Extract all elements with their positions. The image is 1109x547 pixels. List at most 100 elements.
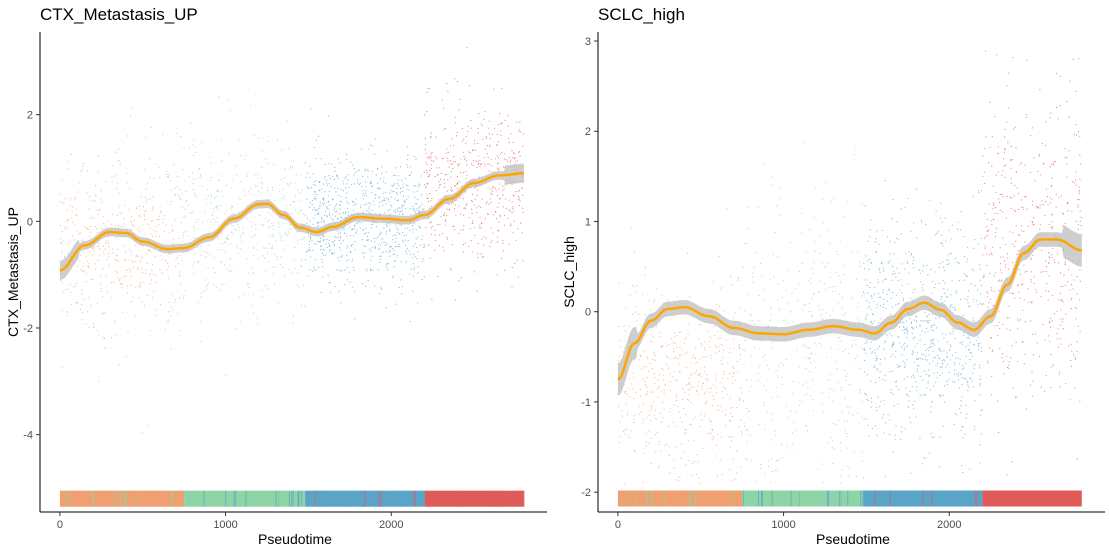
data-point — [326, 179, 328, 181]
data-point — [290, 204, 292, 206]
color-bar-stripe — [844, 490, 846, 507]
data-point — [192, 143, 194, 145]
data-point — [1069, 399, 1071, 401]
data-point — [732, 479, 734, 481]
data-point — [139, 260, 141, 262]
data-point — [933, 344, 936, 346]
data-point — [105, 180, 107, 182]
data-point — [1008, 305, 1010, 307]
data-point — [1020, 283, 1023, 286]
data-point — [1026, 208, 1028, 210]
data-point — [280, 237, 282, 239]
data-point — [405, 234, 407, 236]
data-point — [991, 223, 993, 225]
data-point — [61, 281, 64, 283]
data-point — [818, 290, 820, 292]
data-point — [930, 432, 932, 435]
data-point — [221, 249, 223, 251]
y-axis-label: CTX_Metastasis_UP — [5, 207, 21, 337]
data-point — [500, 134, 502, 136]
data-point — [258, 214, 260, 216]
data-point — [750, 320, 752, 322]
data-point — [884, 340, 887, 342]
data-point — [191, 178, 194, 180]
data-point — [934, 382, 936, 384]
data-point — [919, 272, 921, 274]
color-bar-stripe — [756, 490, 758, 507]
data-point — [357, 221, 359, 223]
data-point — [942, 394, 944, 396]
data-point — [729, 347, 731, 349]
data-point — [946, 264, 948, 266]
data-point — [945, 240, 947, 242]
data-point — [339, 208, 341, 210]
color-bar-stripe — [805, 490, 807, 507]
data-point — [71, 206, 73, 208]
data-point — [481, 238, 483, 240]
data-point — [1008, 361, 1010, 363]
color-bar-stripe — [1015, 490, 1017, 507]
data-point — [497, 157, 499, 159]
data-point — [922, 289, 924, 291]
data-point — [272, 228, 275, 231]
data-point — [384, 212, 386, 214]
data-point — [460, 229, 462, 231]
data-point — [458, 163, 460, 165]
data-point — [932, 342, 934, 345]
data-point — [778, 366, 780, 368]
data-point — [362, 198, 365, 200]
data-point — [916, 343, 918, 345]
data-point — [172, 229, 174, 231]
data-point — [725, 415, 727, 417]
data-point — [280, 256, 282, 258]
data-point — [411, 225, 414, 227]
color-bar-stripe — [324, 490, 326, 507]
data-point — [883, 348, 885, 350]
data-point — [66, 209, 68, 211]
data-point — [774, 232, 776, 234]
data-point — [867, 292, 869, 294]
data-point — [216, 208, 218, 210]
data-point — [414, 196, 416, 198]
data-point — [834, 290, 837, 293]
data-point — [920, 219, 922, 221]
data-point — [1079, 330, 1081, 332]
data-point — [318, 189, 320, 191]
data-point — [472, 149, 474, 151]
data-point — [941, 234, 943, 236]
color-bar-stripe — [365, 490, 367, 507]
color-bar-stripe — [761, 490, 763, 507]
color-bar-stripe — [896, 490, 898, 507]
color-bar-stripe — [1075, 490, 1077, 507]
data-point — [874, 320, 876, 322]
data-point — [392, 190, 394, 192]
data-point — [409, 174, 411, 176]
data-point — [954, 362, 956, 364]
data-point — [1076, 341, 1078, 343]
data-point — [97, 259, 99, 261]
data-point — [913, 289, 916, 291]
data-point — [689, 383, 691, 386]
data-point — [308, 243, 310, 246]
data-point — [920, 357, 922, 359]
data-point — [496, 163, 498, 165]
data-point — [378, 187, 380, 189]
data-point — [837, 348, 839, 350]
data-point — [718, 337, 720, 339]
data-point — [955, 351, 957, 353]
data-point — [750, 434, 752, 437]
data-point — [900, 431, 902, 433]
color-bar-stripe — [1051, 490, 1053, 507]
data-point — [205, 202, 207, 204]
data-point — [941, 366, 943, 368]
data-point — [497, 230, 499, 232]
data-point — [252, 312, 254, 314]
data-point — [920, 281, 922, 283]
data-point — [854, 451, 856, 453]
data-point — [368, 211, 370, 213]
data-point — [358, 183, 360, 185]
data-point — [722, 357, 724, 359]
data-point — [386, 225, 388, 227]
data-point — [395, 224, 397, 226]
data-point — [472, 222, 474, 224]
